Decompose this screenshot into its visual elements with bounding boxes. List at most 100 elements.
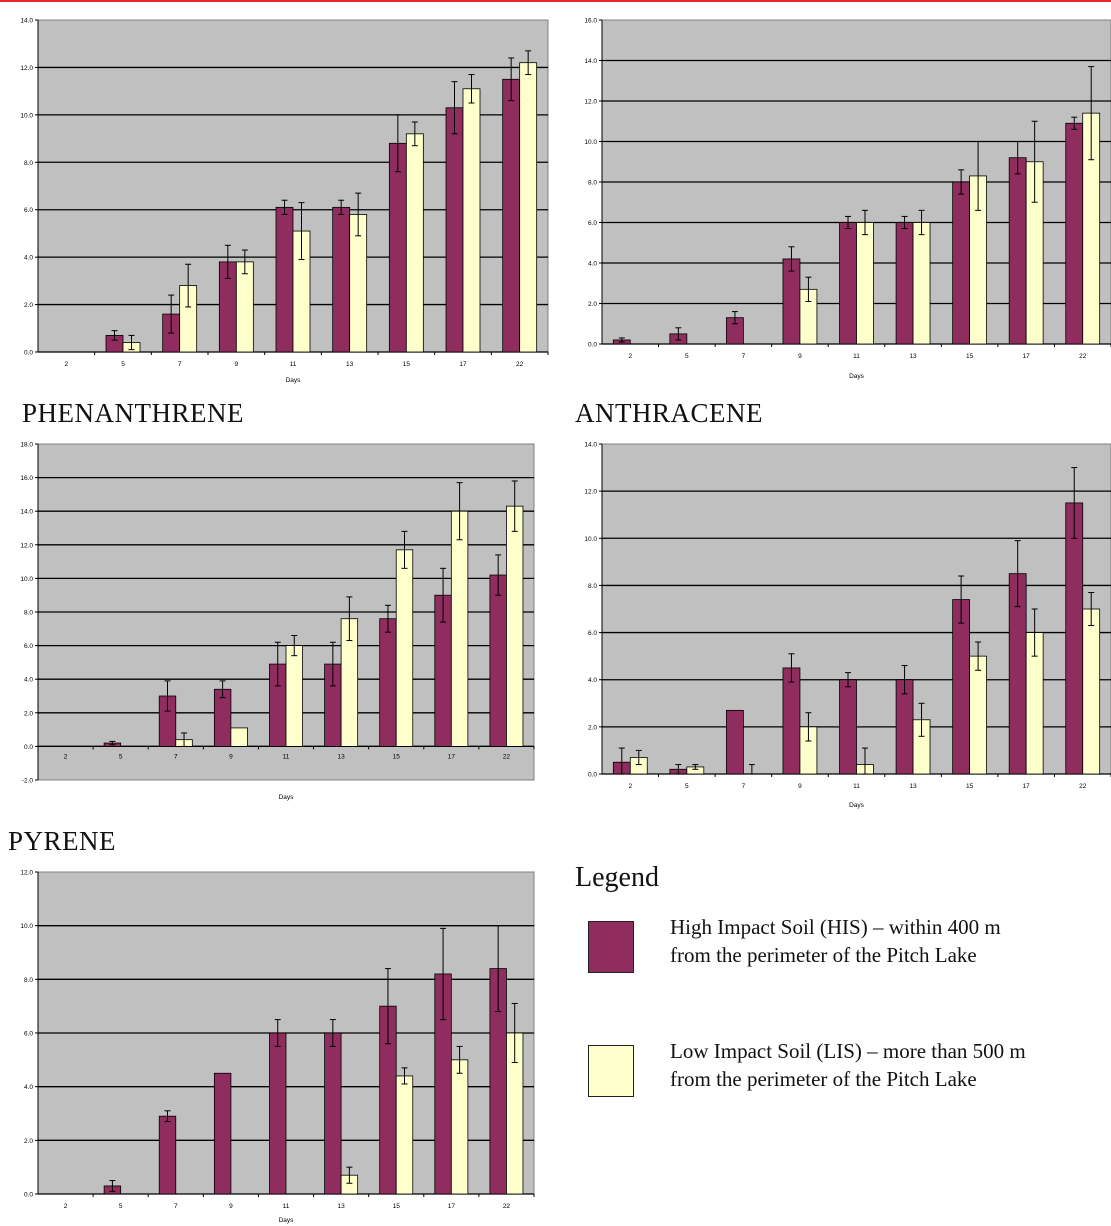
bar (952, 599, 971, 775)
x-tick-label: 17 (448, 1203, 456, 1210)
x-tick-label: 15 (393, 1203, 401, 1210)
chart-3: 0.0 2.0 4.0 6.0 8.0 10.0 12.0 14.0 2 5 7 9 11 13 15 17 2… (584, 442, 1111, 809)
legend-swatch-his (588, 921, 634, 973)
x-tick-label: 5 (119, 753, 123, 760)
bar (502, 78, 521, 353)
y-tick-label: 2.0 (588, 301, 597, 308)
y-tick-label: 0.0 (588, 342, 597, 349)
x-tick-label: 22 (503, 753, 511, 760)
x-tick-label: 7 (174, 1203, 178, 1210)
legend-label-lis-line1: Low Impact Soil (LIS) – more than 500 m (670, 1039, 1026, 1063)
y-tick-label: 16.0 (584, 18, 597, 25)
bar (1065, 122, 1084, 345)
bar (782, 258, 801, 345)
y-tick-label: 10.0 (584, 139, 597, 146)
x-axis-label: Days (849, 802, 865, 809)
y-tick-label: 14.0 (20, 18, 33, 25)
bar (462, 88, 481, 353)
x-tick-label: 17 (459, 361, 467, 368)
bar (1008, 157, 1027, 345)
y-tick-label: -2.0 (22, 778, 34, 785)
x-tick-label: 22 (516, 361, 524, 368)
y-tick-label: 8.0 (24, 977, 33, 984)
x-tick-label: 9 (229, 1203, 233, 1210)
y-tick-label: 6.0 (24, 643, 33, 650)
bar (1082, 608, 1101, 775)
x-tick-label: 15 (403, 361, 411, 368)
bar (450, 1059, 469, 1195)
chart-title-anthracene: ANTHRACENE (575, 398, 763, 428)
x-tick-label: 7 (742, 353, 746, 360)
x-tick-label: 2 (64, 1203, 68, 1210)
bar (388, 142, 407, 353)
x-tick-label: 11 (853, 783, 860, 790)
top-border-line (0, 0, 1111, 2)
y-tick-label: 4.0 (24, 677, 33, 684)
y-tick-label: 12.0 (584, 99, 597, 106)
x-axis-label: Days (279, 794, 295, 801)
y-tick-label: 10.0 (20, 112, 33, 119)
x-tick-label: 15 (966, 783, 974, 790)
x-tick-label: 5 (121, 361, 125, 368)
y-tick-label: 12.0 (20, 542, 33, 549)
chart-1: 0.0 2.0 4.0 6.0 8.0 10.0 12.0 14.0 16.0 2 5 7 9 11 13 1… (584, 18, 1111, 380)
x-tick-label: 11 (283, 1203, 290, 1210)
x-tick-label: 11 (290, 361, 297, 368)
legend-swatch-lis (588, 1045, 634, 1097)
x-axis-label: Days (849, 373, 865, 380)
y-tick-label: 6.0 (588, 220, 597, 227)
bar (405, 133, 424, 353)
bar (235, 261, 254, 353)
chart-title-phenanthrene: PHENANTHRENE (22, 398, 244, 428)
y-tick-label: 12.0 (584, 489, 597, 496)
y-tick-label: 6.0 (24, 207, 33, 214)
y-tick-label: 4.0 (24, 255, 33, 262)
x-tick-label: 13 (337, 753, 345, 760)
x-tick-label: 2 (64, 753, 68, 760)
y-tick-label: 10.0 (20, 576, 33, 583)
x-axis-label: Days (286, 377, 302, 384)
bar (506, 505, 524, 747)
y-tick-label: 0.0 (588, 772, 597, 779)
legend-label-lis: Low Impact Soil (LIS) – more than 500 m … (670, 1037, 1026, 1093)
y-tick-label: 4.0 (588, 261, 597, 268)
y-tick-label: 6.0 (588, 630, 597, 637)
bar (275, 206, 294, 353)
chart-2: -2.0 0.0 2.0 4.0 6.0 8.0 10.0 12.0 14.0 16.0 18.0 2… (20, 442, 535, 801)
x-tick-label: 17 (1023, 783, 1031, 790)
bar (726, 709, 744, 775)
y-tick-label: 2.0 (24, 302, 33, 309)
y-tick-label: 12.0 (20, 870, 33, 877)
x-tick-label: 2 (628, 353, 632, 360)
y-tick-label: 8.0 (24, 160, 33, 167)
x-tick-label: 9 (229, 753, 233, 760)
x-tick-label: 13 (909, 783, 917, 790)
x-tick-label: 17 (448, 753, 456, 760)
x-tick-label: 7 (178, 361, 182, 368)
legend-label-his-line2: from the perimeter of the Pitch Lake (670, 943, 977, 967)
y-tick-label: 10.0 (584, 536, 597, 543)
bar (285, 645, 303, 747)
y-tick-label: 12.0 (20, 65, 33, 72)
x-tick-label: 9 (798, 353, 802, 360)
y-tick-label: 10.0 (20, 923, 33, 930)
y-tick-label: 6.0 (24, 1031, 33, 1038)
bar (230, 727, 248, 747)
y-tick-label: 0.0 (24, 1192, 33, 1199)
bar (269, 1032, 287, 1195)
y-tick-label: 4.0 (588, 677, 597, 684)
y-tick-label: 8.0 (588, 583, 597, 590)
legend-title: Legend (575, 862, 659, 893)
x-tick-label: 13 (909, 353, 917, 360)
y-tick-label: 2.0 (24, 710, 33, 717)
x-tick-label: 22 (1079, 783, 1087, 790)
x-tick-label: 9 (798, 783, 802, 790)
y-tick-label: 14.0 (20, 509, 33, 516)
x-tick-label: 5 (119, 1203, 123, 1210)
y-tick-label: 2.0 (588, 724, 597, 731)
legend-label-his-line1: High Impact Soil (HIS) – within 400 m (670, 915, 1001, 939)
chart-4: 0.0 2.0 4.0 6.0 8.0 10.0 12.0 2 5 7 9 11 13 15 17 22 Day… (20, 870, 535, 1224)
bar (969, 655, 987, 775)
x-tick-label: 22 (503, 1203, 511, 1210)
